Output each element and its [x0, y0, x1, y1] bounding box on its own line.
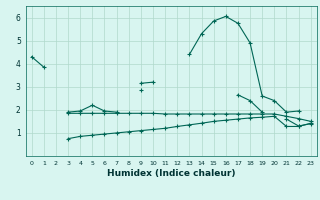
X-axis label: Humidex (Indice chaleur): Humidex (Indice chaleur): [107, 169, 236, 178]
